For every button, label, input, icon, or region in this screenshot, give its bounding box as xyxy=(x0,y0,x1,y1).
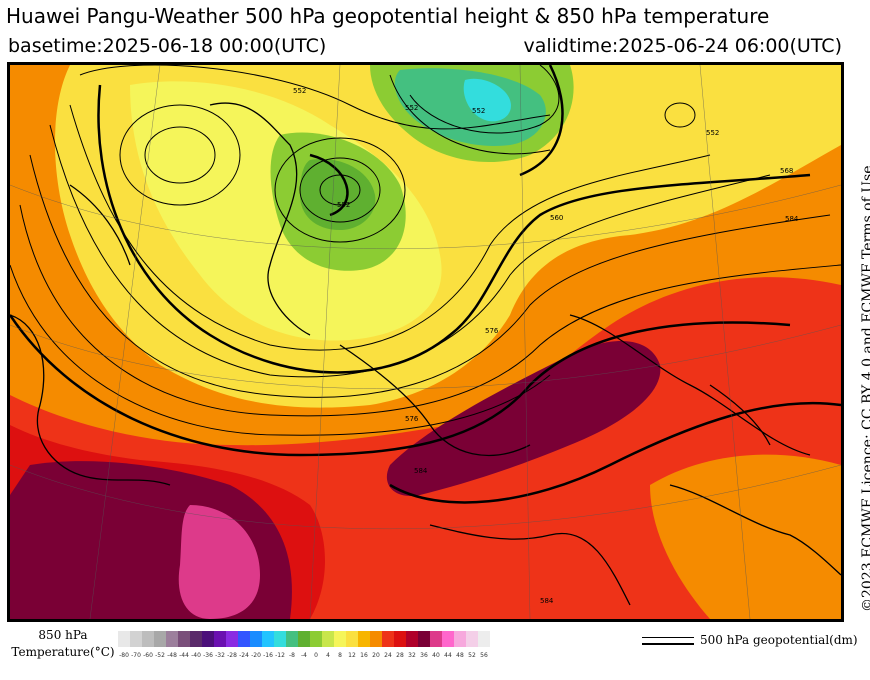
extreme-heat-spot xyxy=(178,505,260,619)
cold-core-low xyxy=(300,159,376,230)
colorbar-tick-label: -44 xyxy=(179,652,189,659)
contour-label: 552 xyxy=(706,129,719,137)
colorbar-tick-label: -70 xyxy=(131,652,141,659)
colorbar-swatch xyxy=(142,631,154,647)
colorbar-swatch xyxy=(238,631,250,647)
colorbar-tick-label: -32 xyxy=(215,652,225,659)
contour-label: 560 xyxy=(550,214,563,222)
colorbar-tick-label: 12 xyxy=(348,652,356,659)
colorbar-swatch xyxy=(466,631,478,647)
colorbar-tick-label: -80 xyxy=(119,652,129,659)
colorbar-swatch xyxy=(334,631,346,647)
colorbar-swatch xyxy=(442,631,454,647)
colorbar-tick-label: 4 xyxy=(326,652,330,659)
colorbar-tick-label: -40 xyxy=(191,652,201,659)
colorbar-tick-label: -52 xyxy=(155,652,165,659)
contour-label: 552 xyxy=(405,104,418,112)
colorbar-tick-label: 48 xyxy=(456,652,464,659)
contour-label: 576 xyxy=(485,327,499,335)
bold-contours xyxy=(10,65,841,504)
colorbar-swatch xyxy=(382,631,394,647)
colorbar-swatch xyxy=(286,631,298,647)
colorbar-tick-label: 32 xyxy=(408,652,416,659)
colorbar-tick-label: 0 xyxy=(314,652,318,659)
colorbar-swatch xyxy=(274,631,286,647)
validtime-label: validtime:2025-06-24 06:00(UTC) xyxy=(523,35,842,57)
contour-label: 552 xyxy=(293,87,306,95)
contour-label: 576 xyxy=(405,415,419,423)
colorbar-tick-label: -8 xyxy=(289,652,295,659)
colorbar-tick-label: -20 xyxy=(251,652,261,659)
graticule xyxy=(10,65,841,619)
colorbar-swatch xyxy=(226,631,238,647)
colorbar-tick-label: -60 xyxy=(143,652,153,659)
colorbar-tick-label: 28 xyxy=(396,652,404,659)
colorbar-tick-label: -16 xyxy=(263,652,273,659)
contour-key-lines xyxy=(642,634,694,646)
colorbar-swatch xyxy=(322,631,334,647)
colorbar-swatch xyxy=(370,631,382,647)
contour-legend-label: 500 hPa geopotential(dm) xyxy=(700,633,858,647)
colorbar-swatch xyxy=(190,631,202,647)
warm-region-southeast xyxy=(650,454,841,619)
contour-label: 568 xyxy=(780,167,793,175)
colorbar-swatch xyxy=(358,631,370,647)
weather-map: 552 552 552 552 560 568 576 576 584 584 … xyxy=(7,62,844,622)
colorbar-swatch xyxy=(346,631,358,647)
colorbar-tick-label: 16 xyxy=(360,652,368,659)
colorbar-swatch xyxy=(262,631,274,647)
contour-labels: 552 552 552 552 560 568 576 576 584 584 … xyxy=(293,87,799,605)
colorbar-swatch xyxy=(430,631,442,647)
temperature-colorbar xyxy=(118,631,490,647)
colorbar-swatch xyxy=(394,631,406,647)
colorbar-swatch xyxy=(178,631,190,647)
colorbar-swatch xyxy=(418,631,430,647)
colorbar-swatch xyxy=(118,631,130,647)
coastlines xyxy=(10,102,841,606)
colorbar-ticks: -80 -70 -60 -52 -48 -44 -40 -36 -32 -28 -24 -20 -16-… xyxy=(118,652,490,659)
colorbar-tick-label: 56 xyxy=(480,652,488,659)
license-credit: ©2023 ECMWF Licence: CC BY 4.0 and ECMWF… xyxy=(860,165,870,613)
geopotential-contours xyxy=(10,65,841,436)
contour-label: 552 xyxy=(337,201,350,209)
legend-title-line1: 850 hPa xyxy=(38,628,88,642)
colorbar-tick-label: -28 xyxy=(227,652,237,659)
colorbar-swatch xyxy=(298,631,310,647)
colorbar-tick-label: -24 xyxy=(239,652,249,659)
contour-label: 584 xyxy=(785,215,799,223)
colorbar-swatch xyxy=(406,631,418,647)
colorbar-tick-label: -36 xyxy=(203,652,213,659)
map-canvas: 552 552 552 552 560 568 576 576 584 584 … xyxy=(10,65,841,619)
basetime-label: basetime:2025-06-18 00:00(UTC) xyxy=(8,35,327,57)
contour-label: 584 xyxy=(414,467,428,475)
bold-contour-sample xyxy=(642,643,694,645)
colorbar-tick-label: 36 xyxy=(420,652,428,659)
colorbar-tick-label: -48 xyxy=(167,652,177,659)
colorbar-tick-label: -12 xyxy=(275,652,285,659)
colorbar-swatch xyxy=(454,631,466,647)
cold-core-north xyxy=(463,78,511,122)
colorbar-tick-label: 52 xyxy=(468,652,476,659)
colorbar-swatch xyxy=(310,631,322,647)
chart-title: Huawei Pangu-Weather 500 hPa geopotentia… xyxy=(6,4,770,28)
colorbar-swatch xyxy=(130,631,142,647)
colorbar-tick-label: 24 xyxy=(384,652,392,659)
colorbar-tick-label: 44 xyxy=(444,652,452,659)
colorbar-tick-label: 40 xyxy=(432,652,440,659)
legend-title-line2: Temperature(°C) xyxy=(11,645,115,659)
colorbar-swatch xyxy=(154,631,166,647)
colorbar-swatch xyxy=(202,631,214,647)
colorbar-tick-label: -4 xyxy=(301,652,307,659)
legend-title: 850 hPa Temperature(°C) xyxy=(8,627,118,661)
colorbar-tick-label: 20 xyxy=(372,652,380,659)
colorbar-swatch xyxy=(214,631,226,647)
contour-label: 552 xyxy=(472,107,485,115)
very-hot-band-east xyxy=(386,341,661,496)
colorbar-swatch xyxy=(166,631,178,647)
colorbar-swatch xyxy=(250,631,262,647)
colorbar-tick-label: 8 xyxy=(338,652,342,659)
colorbar-swatch xyxy=(478,631,490,647)
contour-label: 584 xyxy=(540,597,554,605)
thin-contour-sample xyxy=(642,637,694,638)
